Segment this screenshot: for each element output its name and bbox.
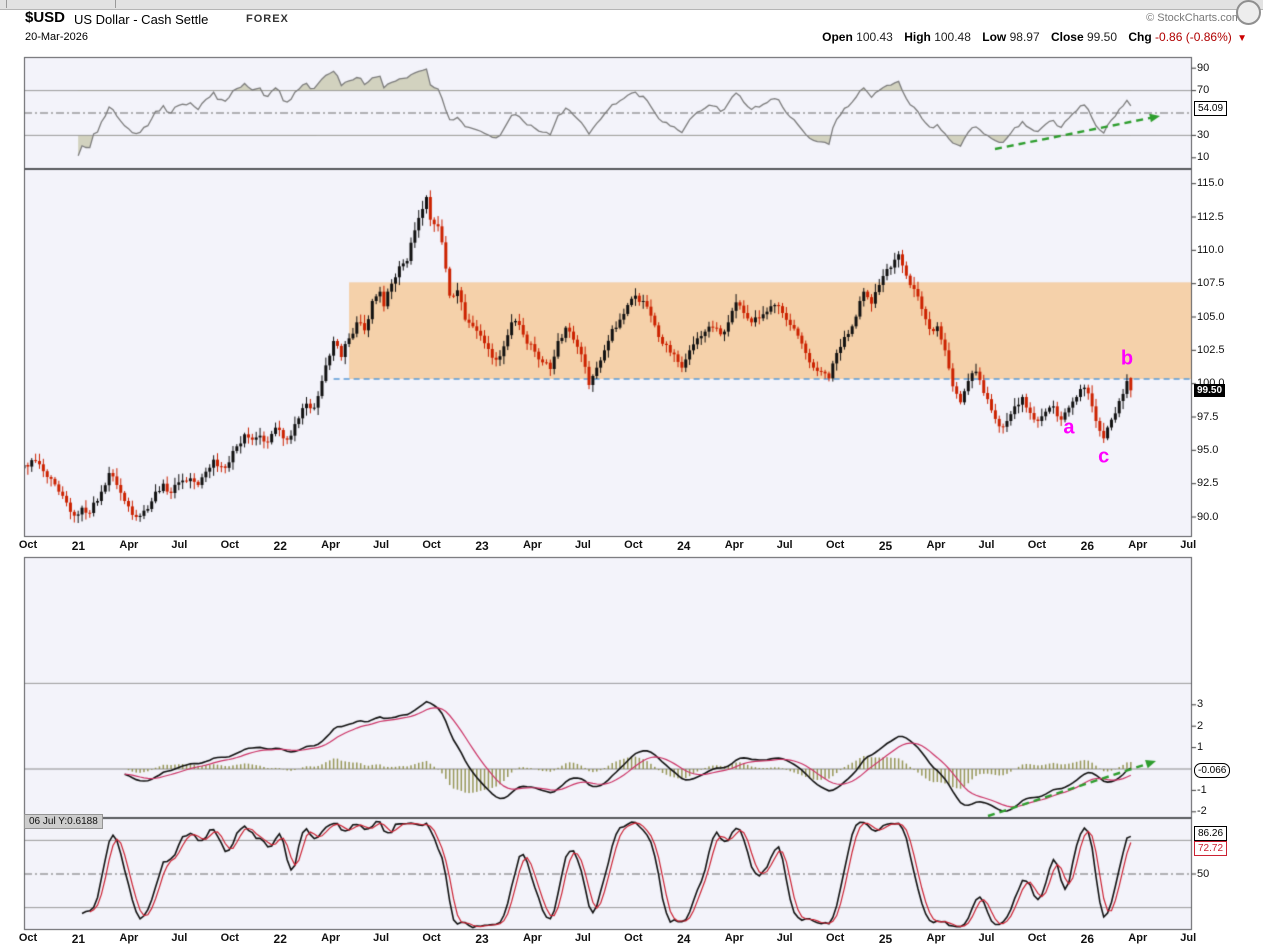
low-value: 98.97 bbox=[1009, 30, 1040, 44]
copyright: © StockCharts.com bbox=[1146, 12, 1241, 24]
floating-button-fragment[interactable] bbox=[1236, 0, 1261, 25]
last-price-badge: 99.50 bbox=[1194, 384, 1226, 397]
title-row: $USD US Dollar - Cash Settle FOREX © Sto… bbox=[0, 9, 1263, 29]
symbol-description: US Dollar - Cash Settle bbox=[74, 12, 209, 27]
high-value: 100.48 bbox=[934, 30, 971, 44]
chg-value: -0.86 (-0.86%) bbox=[1155, 30, 1232, 44]
chart-header: $USD US Dollar - Cash Settle FOREX © Sto… bbox=[0, 9, 1263, 47]
stoch-k-value-badge: 86.26 bbox=[1194, 826, 1228, 841]
open-value: 100.43 bbox=[856, 30, 893, 44]
chg-label: Chg bbox=[1128, 30, 1152, 44]
macd-value-badge: -0.066 bbox=[1194, 763, 1231, 778]
crosshair-tooltip: 06 Jul Y:0.6188 bbox=[24, 814, 103, 829]
close-value: 99.50 bbox=[1087, 30, 1118, 44]
exchange-label: FOREX bbox=[246, 13, 289, 25]
rsi-value-badge: 54.09 bbox=[1194, 101, 1228, 116]
open-label: Open bbox=[822, 30, 853, 44]
quote-bar: Open 100.43 High 100.48 Low 98.97 Close … bbox=[814, 30, 1247, 44]
chart-date: 20-Mar-2026 bbox=[25, 31, 88, 43]
symbol: $USD bbox=[25, 9, 66, 26]
quote-row: 20-Mar-2026 Open 100.43 High 100.48 Low … bbox=[0, 29, 1263, 47]
low-label: Low bbox=[982, 30, 1007, 44]
close-label: Close bbox=[1050, 30, 1084, 44]
change-down-icon: ▼ bbox=[1237, 33, 1247, 44]
stoch-d-value-badge: 72.72 bbox=[1194, 841, 1228, 856]
high-label: High bbox=[904, 30, 931, 44]
